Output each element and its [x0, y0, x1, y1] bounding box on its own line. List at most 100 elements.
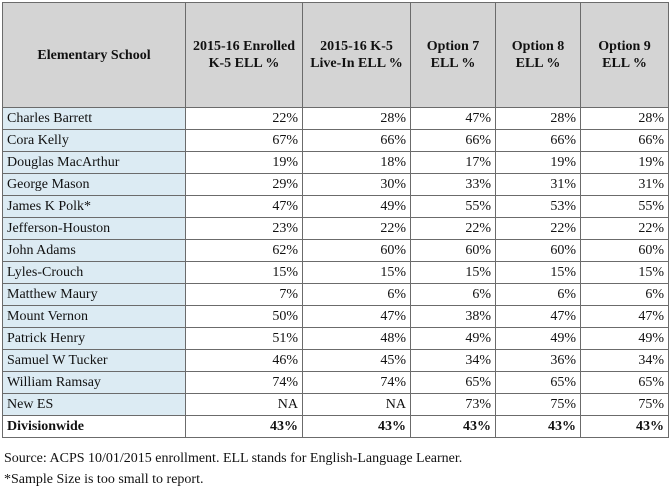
option-8-ell-cell: 66%: [495, 129, 581, 152]
enrolled-ell-cell: 74%: [185, 371, 303, 394]
option-9-ell-cell: 49%: [580, 327, 669, 350]
table-row: James K Polk* 47% 49% 55% 53% 55%: [2, 195, 669, 218]
option-7-ell-cell: 55%: [410, 195, 496, 218]
option-9-ell-cell: 22%: [580, 217, 669, 240]
school-name-cell: George Mason: [2, 173, 186, 196]
table-row: John Adams 62% 60% 60% 60% 60%: [2, 239, 669, 262]
live-in-ell-cell: 48%: [302, 327, 411, 350]
live-in-ell-cell: 28%: [302, 107, 411, 130]
enrolled-ell-cell: 29%: [185, 173, 303, 196]
header-option-7: Option 7 ELL %: [410, 2, 496, 108]
header-enrolled-ell: 2015-16 Enrolled K-5 ELL %: [185, 2, 303, 108]
option-9-ell-cell: 65%: [580, 371, 669, 394]
option-8-ell-total-cell: 43%: [495, 415, 581, 438]
table-row: George Mason 29% 30% 33% 31% 31%: [2, 173, 669, 196]
table-header-row: Elementary School 2015-16 Enrolled K-5 E…: [2, 2, 669, 108]
enrolled-ell-cell: 67%: [185, 129, 303, 152]
enrolled-ell-cell: 47%: [185, 195, 303, 218]
enrolled-ell-cell: 50%: [185, 305, 303, 328]
option-9-ell-cell: 55%: [580, 195, 669, 218]
option-9-ell-cell: 19%: [580, 151, 669, 174]
live-in-ell-cell: 30%: [302, 173, 411, 196]
header-elementary-school: Elementary School: [2, 2, 186, 108]
option-7-ell-cell: 6%: [410, 283, 496, 306]
ell-table-container: Elementary School 2015-16 Enrolled K-5 E…: [2, 2, 669, 438]
option-7-ell-cell: 73%: [410, 393, 496, 416]
option-8-ell-cell: 49%: [495, 327, 581, 350]
option-9-ell-total-cell: 43%: [580, 415, 669, 438]
enrolled-ell-cell: 51%: [185, 327, 303, 350]
school-name-cell: New ES: [2, 393, 186, 416]
option-8-ell-cell: 6%: [495, 283, 581, 306]
option-8-ell-cell: 15%: [495, 261, 581, 284]
enrolled-ell-cell: 19%: [185, 151, 303, 174]
enrolled-ell-cell: 7%: [185, 283, 303, 306]
enrolled-ell-cell: 23%: [185, 217, 303, 240]
table-row: Samuel W Tucker 46% 45% 34% 36% 34%: [2, 349, 669, 372]
school-name-cell: Cora Kelly: [2, 129, 186, 152]
option-7-ell-cell: 34%: [410, 349, 496, 372]
school-name-cell: John Adams: [2, 239, 186, 262]
table-row: Douglas MacArthur 19% 18% 17% 19% 19%: [2, 151, 669, 174]
option-8-ell-cell: 65%: [495, 371, 581, 394]
header-option-8: Option 8 ELL %: [495, 2, 581, 108]
school-name-cell: Douglas MacArthur: [2, 151, 186, 174]
option-9-ell-cell: 28%: [580, 107, 669, 130]
option-8-ell-cell: 31%: [495, 173, 581, 196]
live-in-ell-cell: 18%: [302, 151, 411, 174]
enrolled-ell-cell: 62%: [185, 239, 303, 262]
table-row: Jefferson-Houston 23% 22% 22% 22% 22%: [2, 217, 669, 240]
header-live-in-ell: 2015-16 K-5 Live-In ELL %: [302, 2, 411, 108]
school-name-cell: Mount Vernon: [2, 305, 186, 328]
live-in-ell-cell: 45%: [302, 349, 411, 372]
school-name-cell: James K Polk*: [2, 195, 186, 218]
school-name-cell: Samuel W Tucker: [2, 349, 186, 372]
table-row: Matthew Maury 7% 6% 6% 6% 6%: [2, 283, 669, 306]
ell-percentage-table: Elementary School 2015-16 Enrolled K-5 E…: [2, 2, 669, 438]
enrolled-ell-cell: 22%: [185, 107, 303, 130]
table-row: New ES NA NA 73% 75% 75%: [2, 393, 669, 416]
live-in-ell-cell: 47%: [302, 305, 411, 328]
option-8-ell-cell: 36%: [495, 349, 581, 372]
table-row: William Ramsay 74% 74% 65% 65% 65%: [2, 371, 669, 394]
enrolled-ell-cell: 15%: [185, 261, 303, 284]
option-7-ell-total-cell: 43%: [410, 415, 496, 438]
option-7-ell-cell: 47%: [410, 107, 496, 130]
option-9-ell-cell: 31%: [580, 173, 669, 196]
live-in-ell-cell: 66%: [302, 129, 411, 152]
header-option-9: Option 9 ELL %: [580, 2, 669, 108]
live-in-ell-cell: 49%: [302, 195, 411, 218]
table-notes: Source: ACPS 10/01/2015 enrollment. ELL …: [4, 448, 462, 490]
option-7-ell-cell: 66%: [410, 129, 496, 152]
table-body: Charles Barrett 22% 28% 47% 28% 28% Cora Kelly…: [2, 107, 669, 438]
table-row: Charles Barrett 22% 28% 47% 28% 28%: [2, 107, 669, 130]
option-7-ell-cell: 17%: [410, 151, 496, 174]
live-in-ell-cell: 15%: [302, 261, 411, 284]
live-in-ell-cell: 74%: [302, 371, 411, 394]
option-7-ell-cell: 49%: [410, 327, 496, 350]
option-8-ell-cell: 28%: [495, 107, 581, 130]
option-8-ell-cell: 75%: [495, 393, 581, 416]
option-7-ell-cell: 38%: [410, 305, 496, 328]
option-9-ell-cell: 60%: [580, 239, 669, 262]
option-7-ell-cell: 33%: [410, 173, 496, 196]
option-9-ell-cell: 34%: [580, 349, 669, 372]
school-name-cell: William Ramsay: [2, 371, 186, 394]
option-7-ell-cell: 22%: [410, 217, 496, 240]
table-row: Cora Kelly 67% 66% 66% 66% 66%: [2, 129, 669, 152]
enrolled-ell-cell: 46%: [185, 349, 303, 372]
option-8-ell-cell: 47%: [495, 305, 581, 328]
divisionwide-total-row: Divisionwide 43% 43% 43% 43% 43%: [2, 415, 669, 438]
live-in-ell-cell: 6%: [302, 283, 411, 306]
option-8-ell-cell: 22%: [495, 217, 581, 240]
option-7-ell-cell: 60%: [410, 239, 496, 262]
option-9-ell-cell: 75%: [580, 393, 669, 416]
school-name-cell: Matthew Maury: [2, 283, 186, 306]
option-7-ell-cell: 65%: [410, 371, 496, 394]
table-row: Mount Vernon 50% 47% 38% 47% 47%: [2, 305, 669, 328]
school-name-total-cell: Divisionwide: [2, 415, 186, 438]
table-row: Patrick Henry 51% 48% 49% 49% 49%: [2, 327, 669, 350]
live-in-ell-total-cell: 43%: [302, 415, 411, 438]
live-in-ell-cell: 60%: [302, 239, 411, 262]
sample-size-note: *Sample Size is too small to report.: [4, 472, 204, 487]
